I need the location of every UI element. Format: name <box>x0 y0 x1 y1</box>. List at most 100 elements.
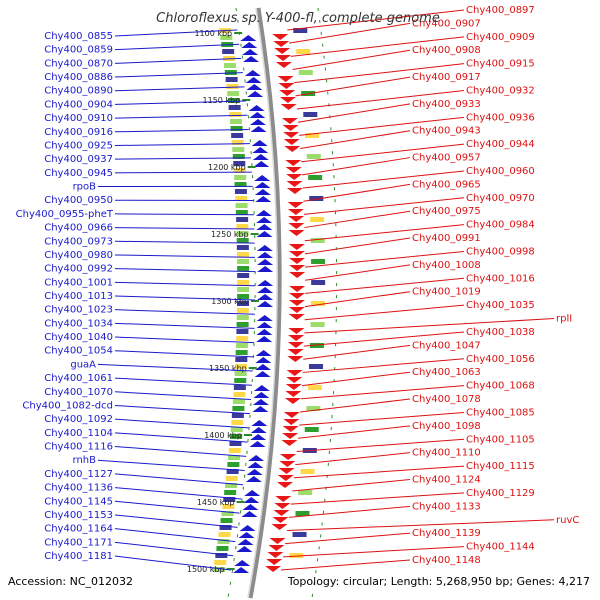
gene-label-left: Chy400_1070 <box>44 387 113 398</box>
reverse-gene-arrow <box>285 167 302 173</box>
gene-label-right: Chy400_0907 <box>412 18 481 29</box>
gene-label-left: Chy400_0950 <box>44 195 113 206</box>
gene-label-left: Chy400_0925 <box>44 140 113 151</box>
label-connector-left <box>114 500 240 514</box>
label-connector-right <box>285 532 411 545</box>
gene-label-right: Chy400_0915 <box>466 59 535 70</box>
label-connector-left <box>114 446 247 457</box>
forward-gene-arrow <box>254 182 271 188</box>
category-block <box>236 245 249 250</box>
category-block <box>233 161 246 166</box>
label-connector-right <box>304 304 465 321</box>
label-connector-right <box>299 116 465 136</box>
gene-label-left: Chy400_0890 <box>44 86 113 97</box>
reverse-gene-arrow <box>272 34 289 40</box>
reverse-gene-arrow <box>288 251 305 257</box>
label-connector-left <box>114 227 255 230</box>
category-block <box>236 329 249 334</box>
forward-gene-arrow <box>255 210 272 216</box>
label-connector-right <box>287 9 465 31</box>
right-gene-labels: Chy400_0897 Chy400_0907 Chy400_0909 Chy400_… <box>412 5 579 566</box>
gene-label-right: Chy400_1148 <box>412 555 481 566</box>
forward-gene-arrow <box>254 175 271 181</box>
label-connector-left <box>114 377 252 386</box>
reverse-gene-arrow <box>282 125 299 131</box>
category-block <box>228 105 241 110</box>
reverse-gene-arrow <box>287 342 304 348</box>
label-connector-left <box>114 57 242 64</box>
reverse-gene-arrow <box>265 566 282 572</box>
category-block <box>236 252 249 257</box>
category-block <box>237 287 250 292</box>
category-block <box>306 406 321 411</box>
label-connector-left <box>114 322 255 329</box>
label-connector-right <box>304 224 465 242</box>
category-block <box>305 133 320 138</box>
gene-label-left: Chy400_0870 <box>44 58 113 69</box>
kbp-tick-label: 1100 kbp <box>194 29 232 38</box>
reverse-gene-arrow <box>278 468 295 474</box>
right-label-lines <box>280 9 555 571</box>
reverse-gene-arrow <box>269 538 286 544</box>
category-block <box>235 364 248 369</box>
gene-label-left: Chy400_1040 <box>44 332 113 343</box>
forward-gene-arrow <box>249 441 266 447</box>
label-connector-right <box>297 103 411 123</box>
forward-gene-arrow <box>246 469 263 475</box>
gene-label-right: Chy400_1139 <box>412 528 481 539</box>
kbp-tick-label: 1200 kbp <box>208 163 246 172</box>
category-block <box>233 385 246 390</box>
reverse-gene-arrow <box>286 377 303 383</box>
forward-gene-arrow <box>253 385 270 391</box>
category-block <box>217 539 230 544</box>
category-block <box>307 385 322 390</box>
category-block <box>234 189 247 194</box>
gene-label-right: rplI <box>556 314 572 325</box>
forward-gene-arrow <box>249 119 266 125</box>
category-block <box>311 301 325 306</box>
category-block <box>227 91 240 96</box>
gene-label-right: Chy400_1133 <box>412 501 481 512</box>
gene-label-left: Chy400_1034 <box>44 318 113 329</box>
label-connector-right <box>295 452 411 466</box>
reverse-gene-arrow <box>288 307 305 313</box>
gene-label-left: Chy400_1153 <box>44 510 113 521</box>
gene-label-right: Chy400_1098 <box>412 421 481 432</box>
category-block <box>225 483 238 488</box>
kbp-tick-label: 1300 kbp <box>211 297 249 306</box>
gene-label-right: Chy400_1019 <box>412 287 481 298</box>
reverse-gene-arrow <box>286 174 303 180</box>
category-block <box>231 420 244 425</box>
label-connector-right <box>300 398 411 413</box>
category-block <box>309 343 324 348</box>
category-block <box>226 84 239 89</box>
label-connector-left <box>114 281 256 287</box>
gene-label-right: Chy400_0960 <box>466 166 535 177</box>
reverse-gene-arrow <box>288 230 305 236</box>
gene-label-left: Chy400_0916 <box>44 127 113 138</box>
forward-gene-arrow <box>254 371 271 377</box>
gene-label-left: Chy400_1145 <box>44 496 113 507</box>
gene-label-left: Chy400_0886 <box>44 72 113 83</box>
category-block <box>235 350 248 355</box>
reverse-gene-arrow <box>287 356 304 362</box>
gene-label-right: Chy400_1056 <box>466 354 535 365</box>
label-connector-right <box>290 36 465 57</box>
gene-label-left: Chy400_1136 <box>44 483 113 494</box>
reverse-gene-arrow <box>275 496 292 502</box>
reverse-gene-arrow <box>272 517 289 523</box>
gene-label-right: Chy400_1085 <box>466 407 535 418</box>
category-block <box>213 567 226 572</box>
topology-text: Topology: circular; Length: 5,268,950 bp… <box>287 575 590 588</box>
label-connector-left <box>97 363 253 372</box>
category-block <box>216 546 229 551</box>
forward-gene-arrow <box>250 427 267 433</box>
gene-label-right: Chy400_0897 <box>466 5 535 16</box>
forward-gene-arrow <box>257 294 274 300</box>
label-connector-left <box>114 114 248 119</box>
forward-gene-arrow <box>241 42 258 48</box>
reverse-gene-arrow <box>283 412 300 418</box>
label-connector-right <box>280 559 411 571</box>
forward-gene-arrow <box>257 280 274 286</box>
forward-gene-arrow <box>250 126 267 132</box>
